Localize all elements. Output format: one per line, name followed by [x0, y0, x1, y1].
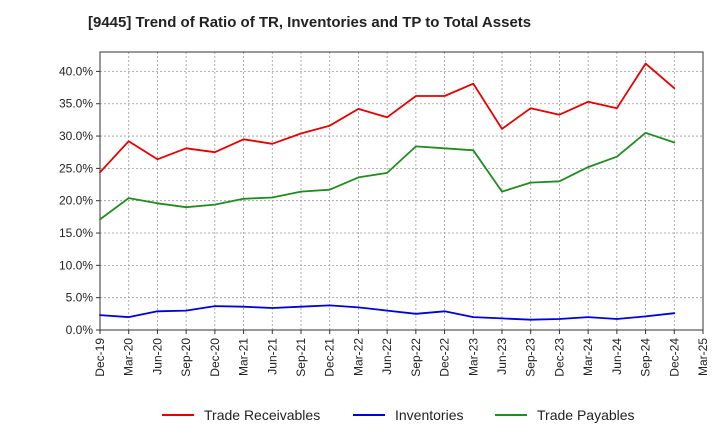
y-tick-label: 35.0% [59, 97, 93, 111]
legend-swatch-trade-receivables [162, 414, 194, 416]
y-tick-label: 5.0% [66, 291, 94, 305]
legend-item-trade-payables: Trade Payables [495, 405, 635, 425]
legend-label-trade-payables: Trade Payables [537, 407, 635, 423]
legend-item-trade-receivables: Trade Receivables [162, 405, 320, 425]
x-tick-label: Mar-20 [122, 338, 136, 376]
y-tick-label: 30.0% [59, 129, 93, 143]
legend-label-trade-receivables: Trade Receivables [204, 407, 321, 423]
plot-frame [99, 51, 704, 331]
series-line-trade-payables [99, 131, 676, 221]
x-tick-label: Sep-20 [179, 338, 193, 377]
x-tick-label: Mar-22 [351, 338, 365, 376]
x-tick-label: Jun-21 [265, 338, 279, 375]
legend-swatch-inventories [353, 414, 385, 416]
x-tick-label: Sep-23 [524, 338, 538, 377]
x-tick-label: Mar-21 [237, 338, 251, 376]
x-tick-label: Jun-22 [380, 338, 394, 375]
x-tick-label: Dec-22 [438, 338, 452, 377]
y-tick-label: 10.0% [59, 258, 93, 272]
x-tick-label: Dec-23 [552, 338, 566, 377]
y-tick-label: 20.0% [59, 194, 93, 208]
y-tick-label: 25.0% [59, 161, 93, 175]
x-tick-label: Jun-23 [495, 338, 509, 375]
x-tick-label: Sep-22 [409, 338, 423, 377]
y-tick-label: 0.0% [66, 323, 94, 337]
plot-area [100, 52, 703, 330]
y-tick-label: 15.0% [59, 226, 93, 240]
y-tick-label: 40.0% [59, 64, 93, 78]
x-tick-label: Dec-24 [667, 338, 681, 377]
x-tick-label: Dec-21 [323, 338, 337, 377]
legend-swatch-trade-payables [495, 414, 527, 416]
x-tick-label: Jun-20 [150, 338, 164, 375]
legend-label-inventories: Inventories [395, 407, 464, 423]
x-tick-label: Dec-19 [93, 338, 107, 377]
x-tick-label: Jun-24 [610, 338, 624, 375]
series-line-inventories [99, 304, 676, 321]
x-tick-label: Sep-24 [639, 338, 653, 377]
x-tick-label: Dec-20 [208, 338, 222, 377]
x-tick-label: Mar-24 [581, 338, 595, 376]
x-tick-label: Mar-23 [466, 338, 480, 376]
chart-title: [9445] Trend of Ratio of TR, Inventories… [88, 14, 532, 31]
x-tick-label: Sep-21 [294, 338, 308, 377]
legend-item-inventories: Inventories [353, 405, 463, 425]
series-line-trade-receivables [99, 62, 676, 174]
x-tick-label: Mar-25 [696, 338, 710, 376]
chart-legend: Trade Receivables Inventories Trade Paya… [0, 405, 720, 425]
